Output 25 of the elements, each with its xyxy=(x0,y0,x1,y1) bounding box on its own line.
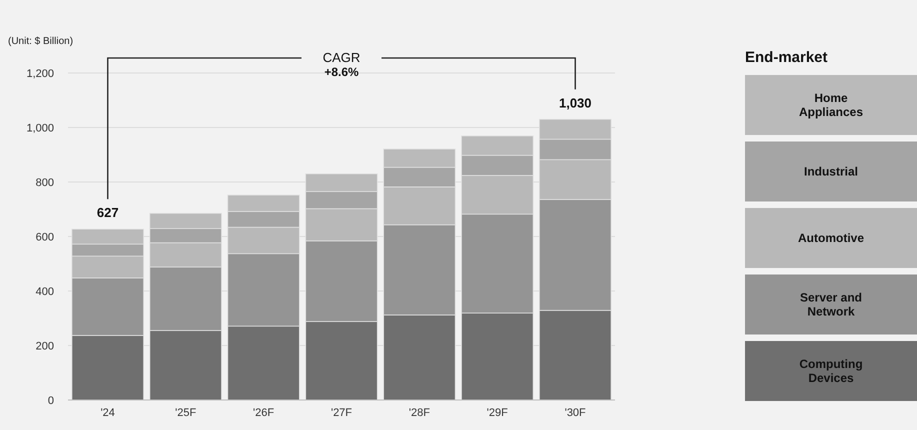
text: (Unit: $ Billion) xyxy=(8,36,74,47)
y-tick-label: 800 xyxy=(36,176,54,189)
x-tick-label: '28F xyxy=(408,407,430,419)
text: Server and Network xyxy=(800,290,862,319)
x-tick-label: '26F xyxy=(253,407,274,419)
x-tick-label: '25F xyxy=(175,407,196,419)
y-tick-label: 400 xyxy=(36,286,54,298)
total-label: 1,030 xyxy=(558,95,592,110)
x-tick-label: '29F xyxy=(486,407,508,419)
text: Home Appliances xyxy=(798,91,864,120)
annotation: +8.6% xyxy=(324,65,360,79)
y-tick-label: 0 xyxy=(48,394,54,407)
text: Industrial xyxy=(804,164,858,179)
x-tick-label: '27F xyxy=(330,407,352,419)
text: Computing Devices xyxy=(799,357,863,386)
legend-title: End-market xyxy=(745,49,828,66)
x-tick-label: '30F xyxy=(564,407,586,419)
x-tick-label: '24 xyxy=(100,407,115,419)
y-tick-label: 1,200 xyxy=(26,68,54,80)
y-tick-label: 1,000 xyxy=(26,122,54,134)
y-tick-label: 600 xyxy=(36,231,54,244)
total-label: 627 xyxy=(96,205,119,220)
text: Automotive xyxy=(798,231,864,246)
text: CAGR xyxy=(322,50,360,65)
y-tick-label: 200 xyxy=(36,340,54,352)
